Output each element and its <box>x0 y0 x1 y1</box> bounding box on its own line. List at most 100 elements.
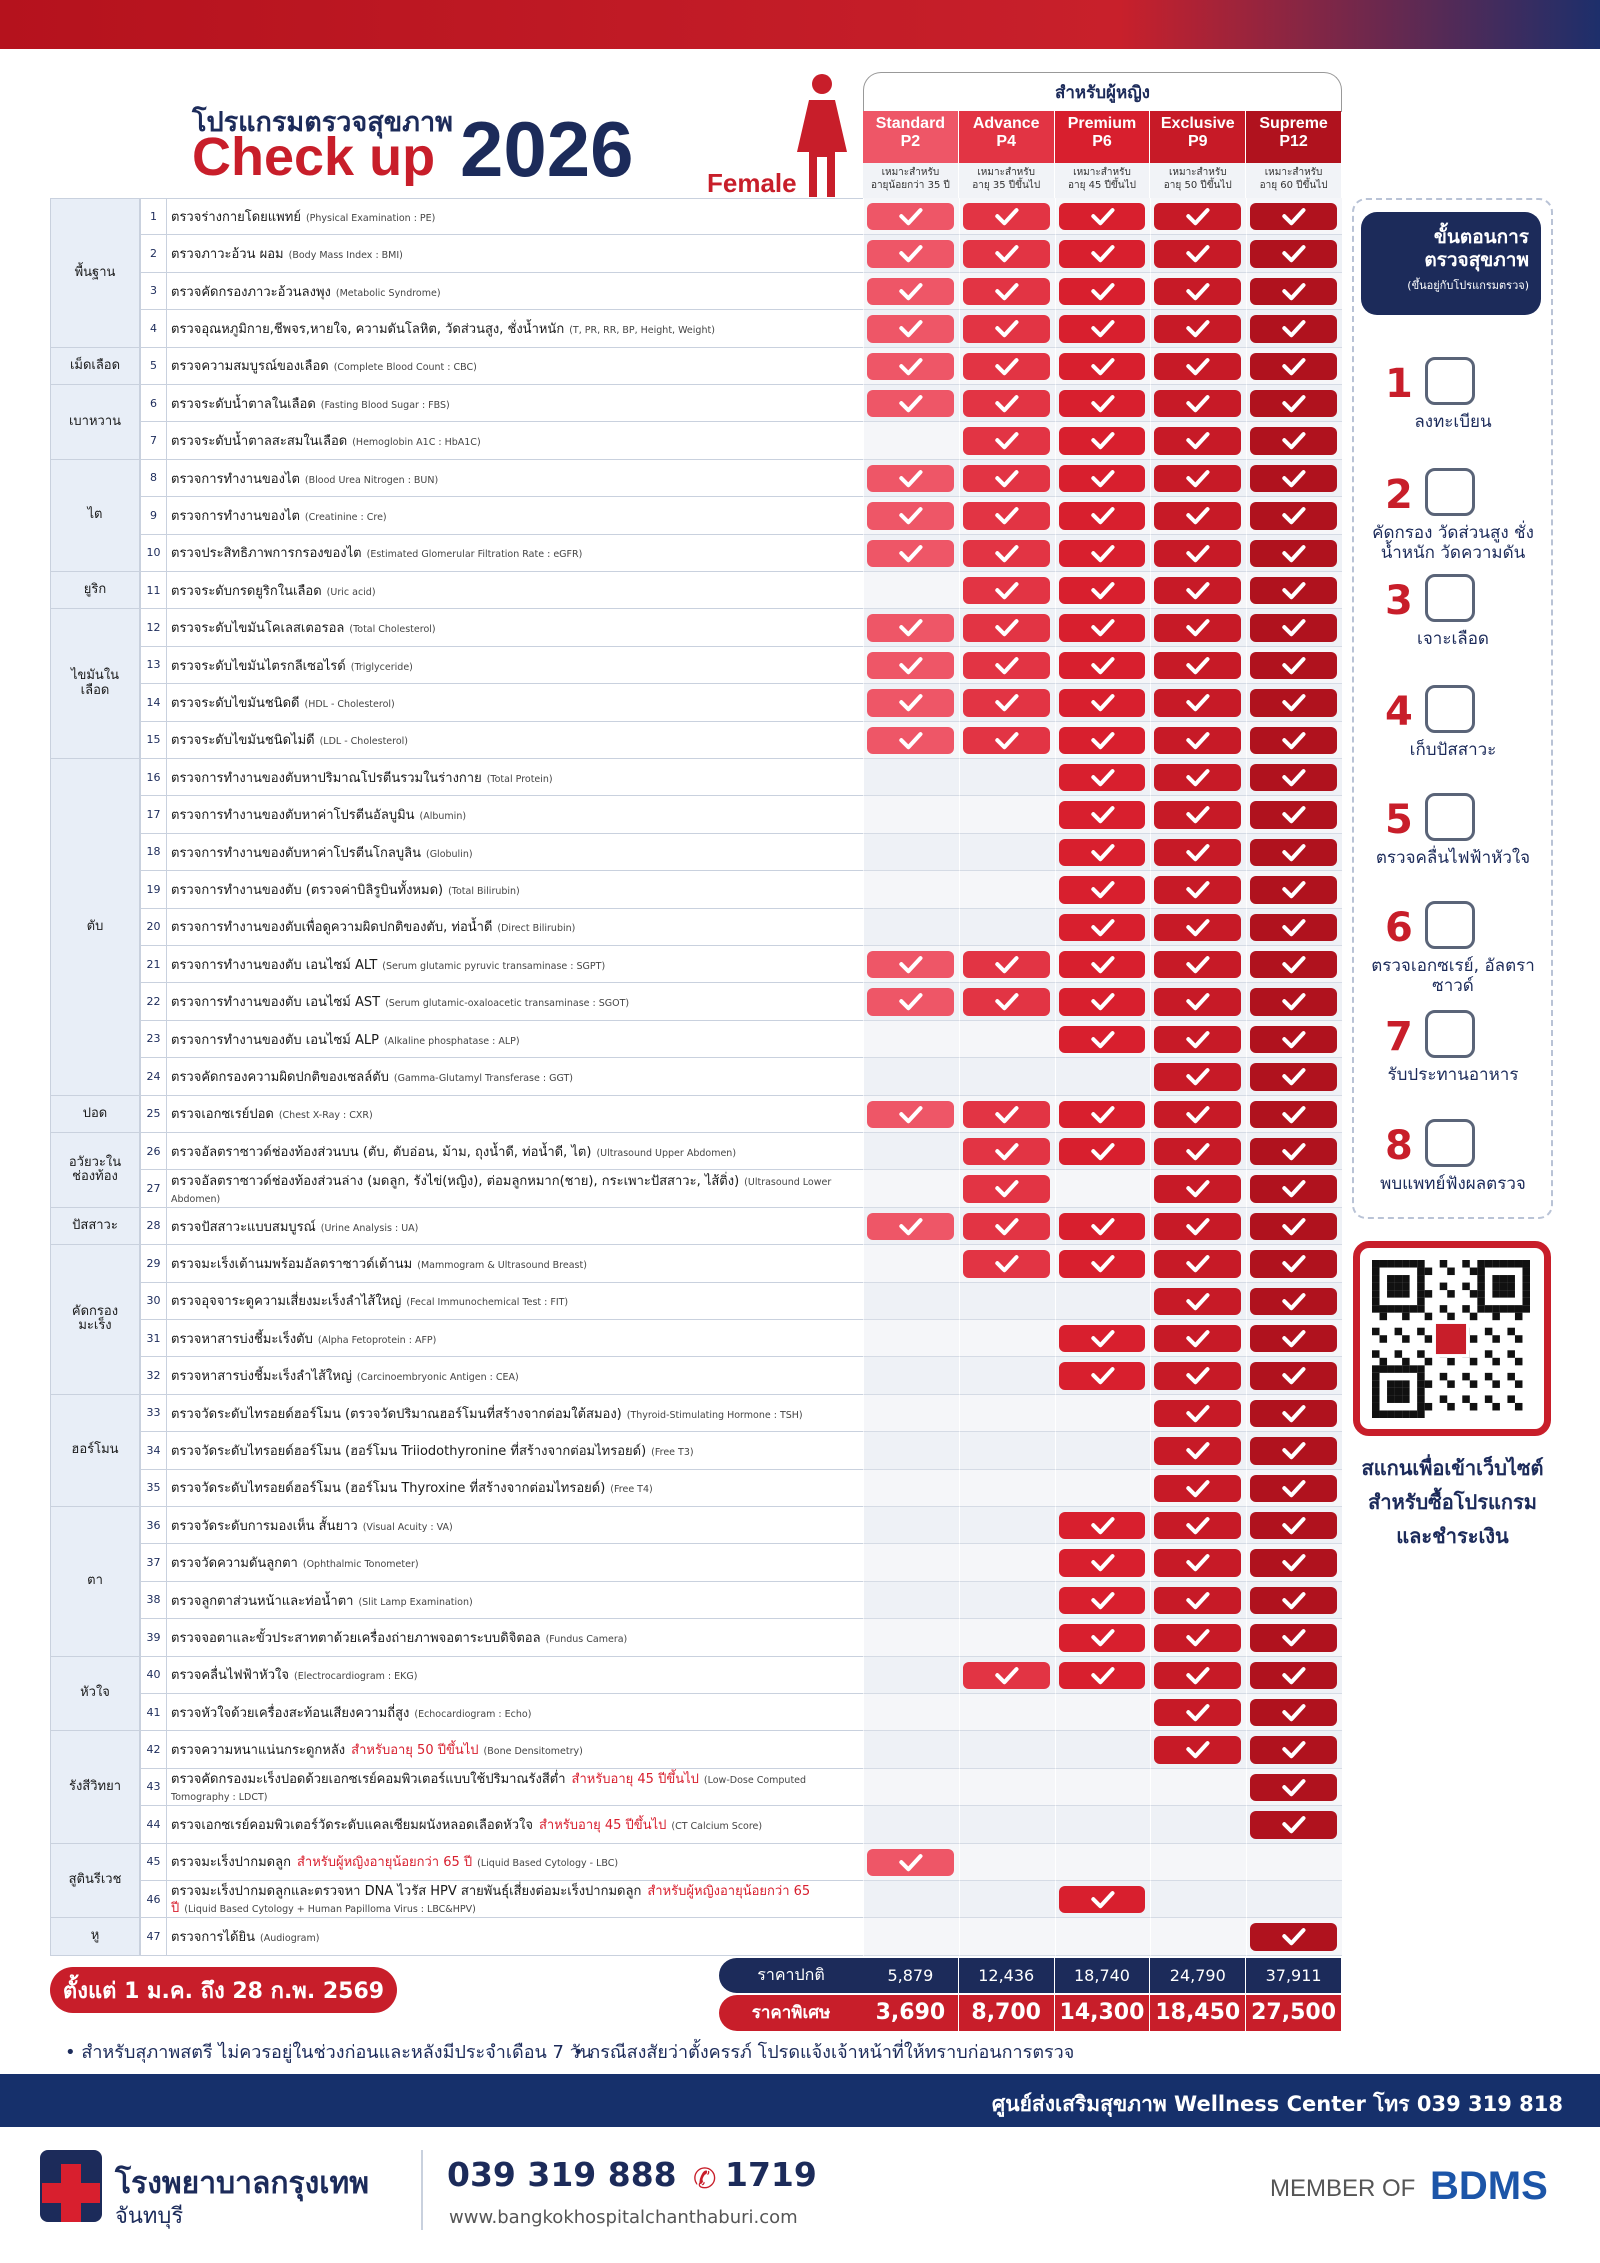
package-cell <box>958 908 1055 946</box>
check-icon <box>995 544 1019 562</box>
check-icon <box>1282 806 1306 824</box>
check-icon <box>899 357 923 375</box>
row-desc: ตรวจการทำงานของตับเพื่อดูความผิดปกติของต… <box>166 908 863 946</box>
check-icon <box>1282 1629 1306 1647</box>
check-icon <box>1186 1068 1210 1086</box>
check <box>1250 1624 1337 1652</box>
check <box>1058 838 1146 867</box>
test-th: ตรวจการทำงานของตับ เอนไซม์ ALT <box>171 957 378 973</box>
test-en: (Hemoglobin A1C : HbA1C) <box>352 437 481 449</box>
row-desc: ตรวจการทำงานของตับหาค่าโปรตีนอัลบูมิน (Al… <box>166 796 863 834</box>
test-th: ตรวจวัดระดับไทรอยด์ฮอร์โมน (ฮอร์โมน Trii… <box>171 1443 647 1459</box>
row-desc: ตรวจวัดระดับการมองเห็น สั้นยาว (Visual Ac… <box>166 1507 863 1545</box>
group-cell: เบาหวาน <box>50 385 140 460</box>
check <box>1250 764 1337 792</box>
check-icon <box>1282 1816 1306 1834</box>
check-icon <box>1090 993 1115 1011</box>
row-number: 42 <box>140 1731 166 1769</box>
test-th: ตรวจวัดระดับไทรอยด์ฮอร์โมน (ฮอร์โมน Thyr… <box>171 1481 606 1497</box>
check-icon <box>1090 357 1115 375</box>
package-cell <box>863 1806 959 1844</box>
check <box>1250 951 1337 979</box>
price-label: ราคาพิเศษ <box>719 1994 863 2031</box>
step-label: คัดกรอง วัดส่วนสูง ชั่งน้ำหนัก วัดความดั… <box>1372 523 1534 563</box>
check <box>1154 390 1242 418</box>
group-cell: ปัสสาวะ <box>50 1207 140 1246</box>
check <box>962 240 1050 268</box>
check <box>1058 1586 1146 1615</box>
for-women-header: สำหรับผู้หญิง <box>863 72 1342 112</box>
check-icon <box>1186 282 1210 301</box>
check <box>867 1848 954 1876</box>
check-icon <box>1186 432 1210 450</box>
group-cell: เม็ดเลือด <box>50 347 140 385</box>
check <box>1058 689 1146 717</box>
desc-text: ตรวจจอตาและขั้วประสาทตาด้วยเครื่องถ่ายภา… <box>171 1629 627 1646</box>
package-header: Standard P2 <box>863 111 958 163</box>
test-en: (Blood Urea Nitrogen : BUN) <box>304 474 439 486</box>
member-label: MEMBER OF <box>1270 2175 1416 2202</box>
test-th: ตรวจวัดระดับการมองเห็น สั้นยาว <box>171 1518 358 1534</box>
package-age: เหมาะสำหรับ อายุ 45 ปีขึ้นไป <box>1054 163 1150 198</box>
age-note: สำหรับอายุ 50 ปีขึ้นไป <box>351 1743 479 1759</box>
package-code: P9 <box>1188 133 1208 150</box>
check-icon <box>995 208 1019 226</box>
test-en: (Thyroid-Stimulating Hormone : TSH) <box>626 1409 803 1421</box>
desc-text: ตรวจระดับไขมันชนิดดี (HDL - Cholesterol) <box>171 694 395 711</box>
check <box>962 1175 1050 1203</box>
check-icon <box>1282 769 1306 787</box>
group-cell: ปอด <box>50 1095 140 1133</box>
package-cell <box>863 1731 959 1769</box>
package-cell <box>958 796 1055 834</box>
check-icon <box>1186 1479 1210 1497</box>
desc-text: ตรวจระดับกรดยูริกในเลือด (Uric acid) <box>171 582 376 599</box>
divider <box>421 2150 423 2230</box>
test-th: ตรวจการทำงานของตับหาค่าโปรตีนอัลบูมิน <box>171 808 415 824</box>
row-desc: ตรวจร่างกายโดยแพทย์ (Physical Examination… <box>166 198 863 236</box>
check <box>1154 1325 1242 1353</box>
check-icon <box>1186 843 1210 862</box>
test-th: ตรวจอุณหภูมิกาย,ชีพจร,หายใจ, ความดันโลหิ… <box>171 321 565 337</box>
package-name: Standard <box>875 115 946 132</box>
step-icon <box>1425 468 1475 516</box>
row-desc: ตรวจวัดความดันลูกตา (Ophthalmic Tonometer… <box>166 1544 863 1582</box>
check <box>962 651 1050 680</box>
check-icon <box>1186 469 1210 488</box>
test-en: (Low-Dose Computed Tomography : LDCT) <box>171 1775 807 1803</box>
check <box>1058 1325 1146 1353</box>
check <box>1250 1586 1337 1615</box>
row-desc: ตรวจหัวใจด้วยเครื่องสะท้อนเสียงความถี่สู… <box>166 1694 863 1732</box>
check <box>1154 988 1242 1016</box>
check <box>1058 1250 1146 1278</box>
package-cell <box>1150 1806 1247 1844</box>
test-th: ตรวจระดับกรดยูริกในเลือด <box>171 583 322 599</box>
desc-text: ตรวจการทำงานของตับ เอนไซม์ ALT (Serum glu… <box>171 956 605 973</box>
package-cell <box>958 1731 1055 1769</box>
check <box>1154 1212 1242 1241</box>
check-icon <box>995 1180 1019 1198</box>
check <box>1154 502 1242 530</box>
row-number: 12 <box>140 609 166 647</box>
package-cell <box>1054 1469 1151 1507</box>
row-desc: ตรวจคัดกรองมะเร็งปอดด้วยเอกซเรย์คอมพิวเต… <box>166 1768 863 1807</box>
check-icon <box>1282 1404 1306 1423</box>
test-th: ตรวจการทำงานของไต <box>171 508 300 524</box>
package-cell <box>958 1694 1055 1732</box>
group-cell: หู <box>50 1918 140 1956</box>
test-en: (CT Calcium Score) <box>671 1820 763 1832</box>
package-cell <box>863 871 959 909</box>
test-th: ตรวจการทำงานของตับหาปริมาณโปรตีนรวมในร่า… <box>171 770 482 786</box>
step-label: พบแพทย์ฟังผลตรวจ <box>1380 1174 1526 1194</box>
desc-text: ตรวจการทำงานของตับหาค่าโปรตีนอัลบูมิน (Al… <box>171 806 466 823</box>
check <box>1154 1100 1242 1128</box>
desc-text: ตรวจลูกตาส่วนหน้าและท่อน้ำตา (Slit Lamp E… <box>171 1592 473 1609</box>
package-age: เหมาะสำหรับ อายุ 35 ปีขึ้นไป <box>958 163 1054 198</box>
group-cell: สูตินรีเวช <box>50 1843 140 1919</box>
test-en: (Echocardiogram : Echo) <box>414 1708 532 1720</box>
row-desc: ตรวจประสิทธิภาพการกรองของไต (Estimated Gl… <box>166 534 863 572</box>
desc-text: ตรวจวัดระดับไทรอยด์ฮอร์โมน (ฮอร์โมน Trii… <box>171 1442 694 1459</box>
check-icon <box>899 694 923 712</box>
test-th: ตรวจหัวใจด้วยเครื่องสะท้อนเสียงความถี่สู… <box>171 1705 410 1721</box>
package-cell <box>863 796 959 834</box>
check-icon <box>1282 881 1306 899</box>
